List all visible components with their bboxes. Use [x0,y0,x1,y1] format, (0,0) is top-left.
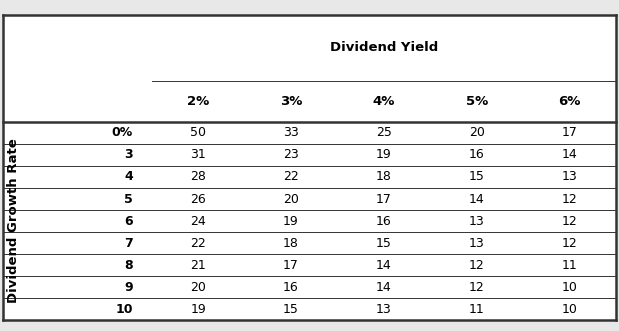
Text: 15: 15 [283,303,299,316]
Text: 0%: 0% [112,126,133,139]
Text: 5%: 5% [465,95,488,108]
Text: 14: 14 [561,148,578,162]
Text: 12: 12 [561,237,578,250]
Text: 8: 8 [124,259,133,272]
Text: 16: 16 [376,214,392,228]
Text: 3%: 3% [280,95,302,108]
Text: 17: 17 [283,259,299,272]
Text: 21: 21 [190,259,206,272]
Text: 13: 13 [469,237,485,250]
Text: 11: 11 [469,303,485,316]
Text: 9: 9 [124,281,133,294]
Text: 12: 12 [561,193,578,206]
Text: 25: 25 [376,126,392,139]
Text: 10: 10 [561,281,578,294]
Text: 50: 50 [190,126,206,139]
Text: 14: 14 [376,259,392,272]
Text: 2%: 2% [187,95,209,108]
Text: 19: 19 [283,214,299,228]
Text: 14: 14 [376,281,392,294]
Text: 15: 15 [469,170,485,183]
Text: 12: 12 [469,281,485,294]
Text: 6: 6 [124,214,133,228]
Text: 10: 10 [116,303,133,316]
Text: 11: 11 [561,259,578,272]
Text: 24: 24 [190,214,206,228]
Text: 6%: 6% [558,95,581,108]
Text: 20: 20 [190,281,206,294]
Text: 19: 19 [190,303,206,316]
Text: 26: 26 [190,193,206,206]
Text: 4%: 4% [373,95,395,108]
Text: 10: 10 [561,303,578,316]
Text: 16: 16 [283,281,299,294]
Text: 14: 14 [469,193,485,206]
Text: 20: 20 [283,193,299,206]
Text: 28: 28 [190,170,206,183]
Text: 22: 22 [190,237,206,250]
Text: 4: 4 [124,170,133,183]
Text: 22: 22 [283,170,299,183]
Text: 23: 23 [283,148,299,162]
Text: 13: 13 [561,170,578,183]
Text: Dividend Yield: Dividend Yield [330,41,438,54]
Text: 19: 19 [376,148,392,162]
Text: 12: 12 [561,214,578,228]
Text: 12: 12 [469,259,485,272]
Text: 17: 17 [376,193,392,206]
Text: 3: 3 [124,148,133,162]
Text: 31: 31 [190,148,206,162]
Text: 7: 7 [124,237,133,250]
Text: 16: 16 [469,148,485,162]
Text: 18: 18 [376,170,392,183]
Text: 5: 5 [124,193,133,206]
Text: 13: 13 [469,214,485,228]
Text: 17: 17 [561,126,578,139]
Text: 18: 18 [283,237,299,250]
Text: Dividend Growth Rate: Dividend Growth Rate [7,139,20,304]
Text: 13: 13 [376,303,392,316]
Text: 20: 20 [469,126,485,139]
Text: 33: 33 [283,126,299,139]
Text: 15: 15 [376,237,392,250]
